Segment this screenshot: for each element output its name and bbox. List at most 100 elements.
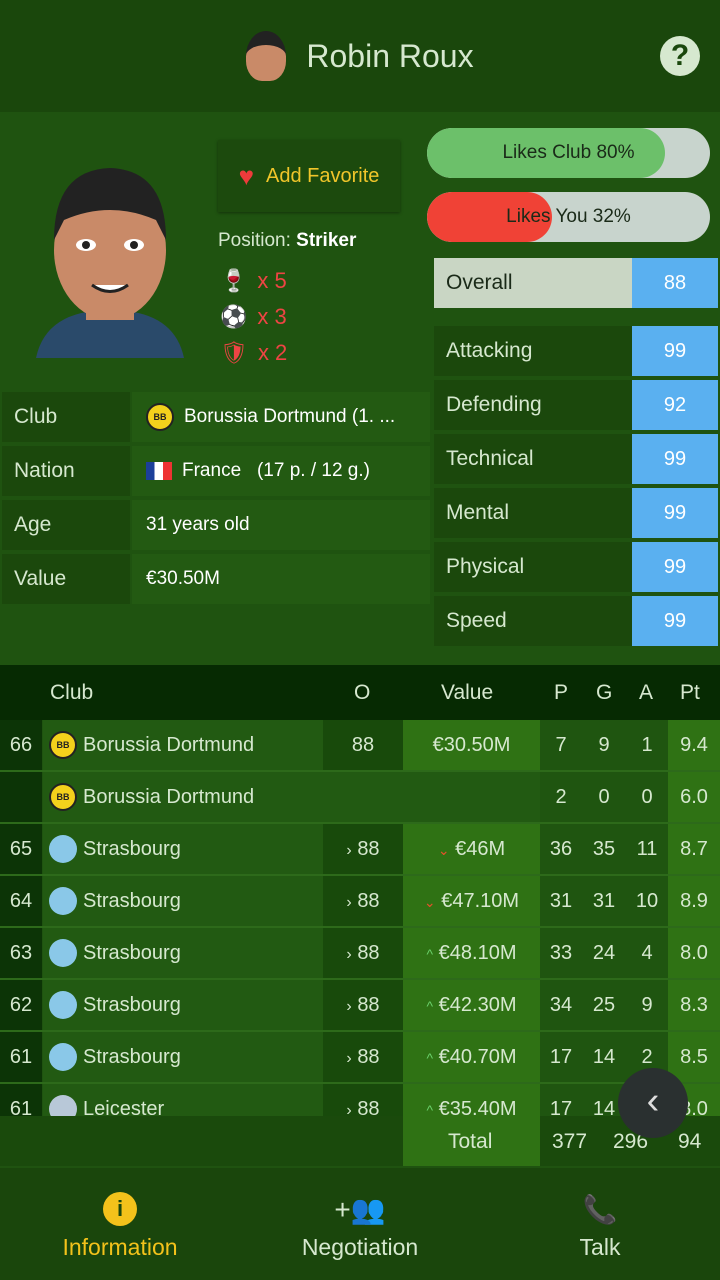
- value-cell: ^ €42.30M: [403, 980, 540, 1030]
- info-label: Nation: [2, 446, 130, 496]
- stat-defending: Defending 92: [434, 380, 718, 430]
- info-value: €30.50M: [132, 554, 430, 604]
- table-row[interactable]: 63 Strasbourg › 88 ^ €48.10M 33 24 4 8.0: [0, 928, 720, 980]
- value-amount: €47.10M: [441, 890, 520, 912]
- table-row[interactable]: 62 Strasbourg › 88 ^ €42.30M 34 25 9 8.3: [0, 980, 720, 1032]
- total-assists: 94: [678, 1130, 702, 1153]
- rank: [0, 772, 42, 822]
- played: 7: [540, 720, 582, 770]
- overall-trend-icon: ›: [346, 946, 352, 963]
- help-button[interactable]: ?: [660, 36, 700, 76]
- add-favorite-button[interactable]: ♥ Add Favorite: [218, 140, 400, 212]
- value-cell: ⌄ €47.10M: [403, 876, 540, 926]
- table-row[interactable]: 64 Strasbourg › 88 ⌄ €47.10M 31 31 10 8.9: [0, 876, 720, 928]
- overall-value: 88: [351, 734, 375, 756]
- club-name: Leicester: [83, 1098, 165, 1116]
- club-crest-icon: [49, 887, 77, 915]
- col-assists[interactable]: A: [639, 681, 654, 704]
- played: 36: [540, 824, 582, 874]
- col-value[interactable]: Value: [441, 681, 494, 704]
- overall-label: Overall: [446, 271, 513, 294]
- club-crest-icon: BB: [49, 783, 77, 811]
- played: 33: [540, 928, 582, 978]
- value-amount: €48.10M: [438, 942, 517, 964]
- likes-club-bar: Likes Club 80%: [427, 128, 710, 178]
- ball-icon: ⚽: [220, 304, 248, 329]
- overall-value: 88: [357, 838, 380, 860]
- table-header: Club O Value P G A Pt: [0, 665, 720, 720]
- club-cell: Strasbourg: [43, 980, 323, 1030]
- rank: 63: [0, 928, 42, 978]
- col-points[interactable]: Pt: [680, 681, 700, 704]
- club-crest-icon: [49, 1043, 77, 1071]
- col-club[interactable]: Club: [50, 681, 94, 704]
- goals: 35: [582, 824, 626, 874]
- goals: 9: [582, 720, 626, 770]
- france-flag-icon: [146, 462, 172, 480]
- trophy-count: 🍷 x 5: [220, 268, 287, 294]
- overall-cell: › 88: [323, 824, 403, 874]
- table-row[interactable]: 61 Strasbourg › 88 ^ €40.70M 17 14 2 8.5: [0, 1032, 720, 1084]
- points: 8.0: [668, 928, 720, 978]
- trend-up-icon: ^: [426, 946, 434, 962]
- col-played[interactable]: P: [554, 681, 569, 704]
- played: 34: [540, 980, 582, 1030]
- stat-value: 99: [632, 434, 718, 484]
- stat-label: Defending: [446, 393, 542, 416]
- club-cell: Strasbourg: [43, 1032, 323, 1082]
- info-value[interactable]: Borussia Dortmund (1. ...: [184, 406, 396, 427]
- club-name: Strasbourg: [83, 942, 181, 964]
- info-label: Club: [2, 392, 130, 442]
- goals: 24: [582, 928, 626, 978]
- stat-technical: Technical 99: [434, 434, 718, 484]
- table-row[interactable]: 61 Leicester › 88 ^ €35.40M 17 14 8.0: [0, 1084, 720, 1116]
- tab-talk[interactable]: 📞 Talk: [480, 1168, 720, 1280]
- table-row[interactable]: BB Borussia Dortmund 2 0 0 6.0: [0, 772, 720, 824]
- overall-trend-icon: ›: [346, 842, 352, 859]
- goals: 31: [582, 876, 626, 926]
- overall-value: 88: [357, 1046, 380, 1068]
- club-crest-icon: BB: [146, 403, 174, 431]
- tab-negotiation[interactable]: +👥 Negotiation: [240, 1168, 480, 1280]
- col-goals[interactable]: G: [596, 681, 613, 704]
- career-table[interactable]: 66 BB Borussia Dortmund 88 €30.50M 7 9 1 9.4 BB Bo…: [0, 720, 720, 1116]
- overall-cell: › 88: [323, 928, 403, 978]
- info-label: Value: [2, 554, 130, 604]
- stat-value: 99: [632, 542, 718, 592]
- tab-label: Talk: [579, 1234, 621, 1260]
- rank: 61: [0, 1032, 42, 1082]
- value-amount: €42.30M: [438, 994, 517, 1016]
- trend-down-icon: ⌄: [423, 894, 436, 910]
- overall-trend-icon: ›: [346, 998, 352, 1015]
- player-name: Robin Roux: [306, 37, 474, 74]
- stat-physical: Physical 99: [434, 542, 718, 592]
- overall-trend-icon: ›: [346, 894, 352, 911]
- value-cell: ^ €35.40M: [403, 1084, 540, 1116]
- trophy-count-value: x 5: [257, 268, 287, 293]
- points: 6.0: [668, 772, 720, 822]
- info-label: Age: [2, 500, 130, 550]
- played: 2: [540, 772, 582, 822]
- info-value-row: Value €30.50M: [2, 554, 430, 604]
- club-crest-icon: [49, 1095, 77, 1116]
- tab-label: Information: [62, 1234, 178, 1260]
- shield-count-value: x 2: [257, 340, 288, 365]
- info-icon: i: [103, 1192, 137, 1226]
- overall-value: 88: [357, 1098, 380, 1116]
- table-row[interactable]: 65 Strasbourg › 88 ⌄ €46M 36 35 11 8.7: [0, 824, 720, 876]
- col-overall[interactable]: O: [354, 681, 371, 704]
- club-crest-icon: [49, 835, 77, 863]
- add-user-icon: +👥: [334, 1194, 386, 1225]
- tab-information[interactable]: i Information: [0, 1168, 240, 1280]
- value-amount: €35.40M: [438, 1098, 517, 1116]
- table-row[interactable]: 66 BB Borussia Dortmund 88 €30.50M 7 9 1 9.4: [0, 720, 720, 772]
- phone-icon: 📞: [582, 1194, 618, 1225]
- overall-cell: [323, 772, 403, 822]
- goals: 14: [582, 1032, 626, 1082]
- stat-speed: Speed 99: [434, 596, 718, 646]
- rank: 62: [0, 980, 42, 1030]
- rank: 61: [0, 1084, 42, 1116]
- heart-icon: ♥: [238, 160, 255, 191]
- info-nation: Nation France (17 p. / 12 g.): [2, 446, 430, 496]
- back-button[interactable]: ‹: [618, 1068, 688, 1138]
